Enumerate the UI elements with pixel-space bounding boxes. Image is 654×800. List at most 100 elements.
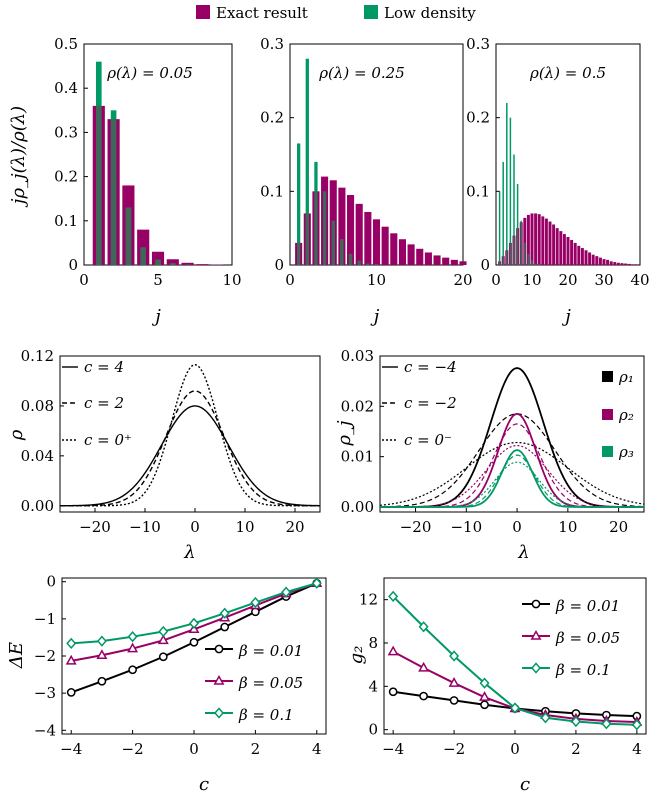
bar-low-density [506,102,508,265]
bar-exact [450,259,458,265]
bar-exact [347,195,355,265]
bar-exact [552,224,556,265]
marker-triangle [448,677,460,687]
y-axis-label: jρ_j(λ)/ρ(λ) [8,106,29,208]
density-curve [379,441,645,506]
bar-overlap [95,105,102,265]
bar-overlap [314,191,318,265]
y-axis-label: ρ [6,429,27,441]
x-tick-label: 10 [522,271,541,289]
y-tick-label: 8 [368,634,378,652]
x-axis-label: j [151,306,161,327]
x-axis-label: λ [183,542,195,563]
bar-overlap [155,259,161,265]
marker-triangle [65,654,77,665]
x-axis-label: j [370,306,380,327]
x-tick-label: 20 [558,271,577,289]
bar-overlap [520,222,522,265]
x-tick-label: 10 [222,271,241,289]
bar-exact [537,214,541,265]
curve-annotation: c = 4 [84,358,124,376]
y-tick-label: −3 [34,684,56,702]
marker-triangle [127,642,139,653]
marker-diamond [540,712,551,724]
x-tick-label: 0 [79,271,89,289]
x-tick-label: 0 [512,518,522,536]
x-tick-label: −2 [122,740,144,758]
legend-swatch [602,446,613,457]
bar-exact [398,239,406,265]
density-curve [380,449,644,508]
series-line [71,582,318,645]
bar-exact [562,234,566,265]
legend-label: ρ₃ [618,443,634,461]
marker-circle [480,700,489,710]
y-tick-label: 0.2 [260,109,284,127]
bar-exact [526,214,530,265]
bar-overlap [297,242,301,265]
marker-triangle [157,634,169,645]
marker-circle [158,652,168,662]
bar-exact [544,218,548,265]
y-axis-label: g₂ [346,646,367,665]
marker-diamond [219,607,230,619]
bar-exact [338,187,346,265]
panel-annotation: ρ(λ) = 0.25 [318,64,405,82]
legend-label: β = 0.1 [555,661,611,679]
x-tick-label: −20 [400,518,432,536]
marker-diamond [449,650,460,662]
x-tick-label: −2 [443,740,465,758]
x-tick-label: 0 [189,740,199,758]
y-tick-label: 0.3 [466,35,490,53]
x-tick-label: 5 [153,271,163,289]
y-tick-label: 0.02 [341,397,374,415]
y-tick-label: 0 [46,573,56,591]
marker-triangle [418,661,430,672]
x-tick-label: −10 [450,518,482,536]
bar-exact [606,259,610,265]
bar-overlap [531,260,533,265]
bar-exact [407,244,415,265]
legend-label: ρ₂ [618,406,634,424]
y-tick-label: 0 [274,256,284,274]
y-tick-label: 0.5 [54,35,78,53]
x-tick-label: 20 [285,518,304,536]
bar-exact [381,226,389,265]
marker-circle [251,607,260,617]
bar-exact [555,228,559,265]
y-axis-label: ΔE [6,642,27,669]
legend-label: ρ₁ [618,368,634,386]
density-curve [380,461,644,508]
bar-exact [624,263,628,265]
bar-exact [573,242,577,265]
x-tick-label: 40 [630,271,649,289]
marker-diamond [127,631,138,643]
bar-overlap [140,247,147,265]
bar-exact [541,216,545,265]
y-tick-label: −2 [34,647,56,665]
marker-circle [189,637,199,647]
legend-label: Low density [384,4,476,22]
legend-swatch [602,409,613,420]
bar-exact [631,264,635,265]
x-tick-label: 10 [558,518,577,536]
bar-exact [570,239,574,265]
bar-exact [566,237,570,265]
bar-overlap [513,235,515,265]
legend-label: β = 0.05 [555,629,620,647]
bar-exact [598,257,602,265]
y-tick-label: 0 [68,256,78,274]
marker-diamond [388,590,399,603]
x-tick-label: 10 [235,518,254,536]
marker-triangle [387,645,399,656]
marker-circle [388,687,398,697]
x-tick-label: −4 [60,740,82,758]
bar-exact [548,221,552,265]
marker-circle [128,665,137,675]
bar-overlap [516,228,519,265]
x-tick-label: 0 [491,271,501,289]
bar-overlap [524,242,526,265]
bar-exact [151,251,165,265]
marker-circle [214,644,224,654]
bar-overlap [538,264,540,265]
